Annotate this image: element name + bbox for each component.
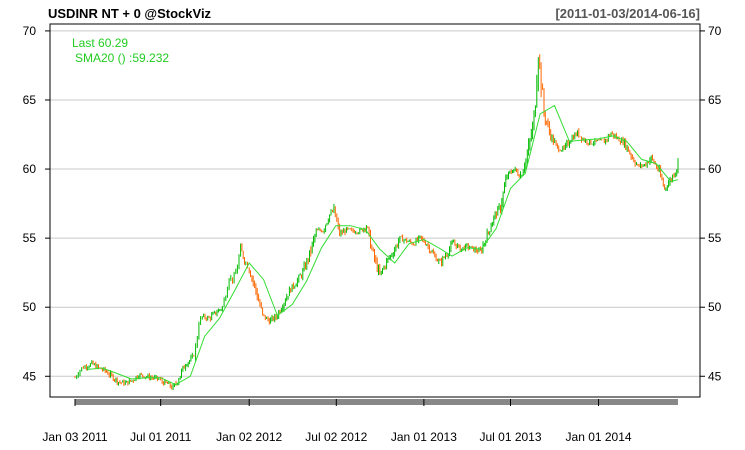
y-tick-label-right: 70 [708, 24, 722, 38]
y-tick-label-right: 65 [708, 93, 722, 107]
y-tick-label-right: 60 [708, 162, 722, 176]
y-tick-label-left: 65 [23, 93, 37, 107]
y-tick-label-left: 55 [23, 231, 37, 245]
ohlc-bars [74, 54, 679, 390]
legend-last: Last 60.29 [72, 36, 128, 50]
date-range: [2011-01-03/2014-06-16] [555, 6, 700, 21]
x-tick-label: Jul 01 2011 [130, 430, 191, 444]
x-axis: Jan 03 2011 Jul 01 2011 Jan 02 2012 Jul 02 … [42, 399, 632, 444]
grid-lines [50, 30, 700, 377]
y-tick-label-right: 45 [708, 369, 722, 383]
y-tick-label-right: 50 [708, 300, 722, 314]
y-axis-right: 45 50 55 60 65 70 [700, 24, 722, 383]
legend-sma: SMA20 () :59.232 [75, 51, 169, 65]
x-tick-label: Jan 01 2013 [391, 430, 457, 444]
chart-title: USDINR NT + 0 @StockViz [48, 6, 212, 21]
y-tick-label-left: 70 [23, 24, 37, 38]
x-tick-label: Jan 02 2012 [216, 430, 282, 444]
sma-line [88, 104, 679, 386]
y-axis-left: 45 50 55 60 65 70 [23, 24, 50, 383]
y-tick-label-left: 50 [23, 300, 37, 314]
y-tick-label-right: 55 [708, 231, 722, 245]
y-tick-label-left: 45 [23, 369, 37, 383]
y-tick-label-left: 60 [23, 162, 37, 176]
plot-frame [49, 23, 701, 398]
x-tick-label: Jul 02 2012 [305, 430, 367, 444]
x-tick-label: Jan 03 2011 [42, 430, 107, 444]
x-tick-label: Jul 01 2013 [479, 430, 541, 444]
x-axis-bar [75, 399, 678, 405]
x-tick-label: Jan 01 2014 [566, 430, 632, 444]
